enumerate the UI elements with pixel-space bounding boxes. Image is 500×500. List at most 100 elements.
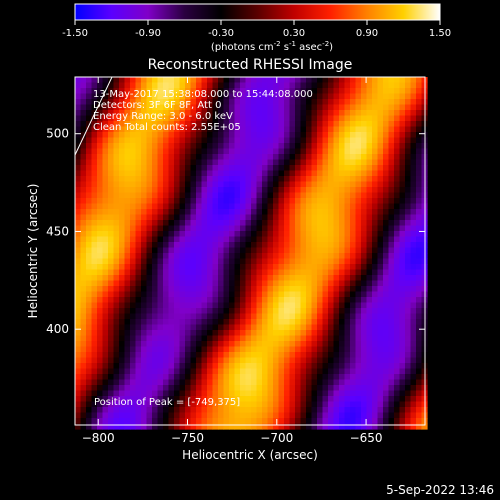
heatmap-cell (361, 291, 368, 298)
heatmap-cell (344, 412, 351, 419)
heatmap-cell (394, 330, 401, 337)
y-axis-label: Heliocentric Y (arcsec) (26, 184, 40, 319)
heatmap-cell (377, 198, 384, 205)
heatmap-cell (245, 121, 252, 128)
heatmap-cell (350, 280, 357, 287)
heatmap-cell (75, 154, 82, 161)
heatmap-cell (339, 319, 346, 326)
heatmap-cell (113, 352, 120, 359)
heatmap-cell (383, 247, 390, 254)
heatmap-cell (333, 368, 340, 375)
heatmap-cell (410, 302, 417, 309)
heatmap-cell (124, 341, 131, 348)
energy-range: Energy Range: 3.0 - 6.0 keV (93, 111, 233, 122)
heatmap-cell (196, 269, 203, 276)
heatmap-cell (251, 104, 258, 111)
heatmap-cell (344, 396, 351, 403)
x-tick-label: −650 (350, 431, 383, 445)
heatmap-cell (174, 379, 181, 386)
heatmap-cell (119, 137, 126, 144)
heatmap-cell (333, 143, 340, 150)
heatmap-cell (179, 198, 186, 205)
heatmap-cell (179, 148, 186, 155)
heatmap-cell (405, 412, 412, 419)
heatmap-cell (344, 77, 351, 84)
heatmap-cell (267, 407, 274, 414)
heatmap-cell (322, 121, 329, 128)
heatmap-cell (157, 357, 164, 364)
heatmap-cell (124, 253, 131, 260)
heatmap-cell (388, 181, 395, 188)
heatmap-cell (212, 269, 219, 276)
heatmap-cell (102, 110, 109, 117)
heatmap-cell (179, 396, 186, 403)
heatmap-cell (157, 401, 164, 408)
heatmap-cell (350, 77, 357, 84)
heatmap-cell (416, 77, 423, 84)
heatmap-cell (97, 154, 104, 161)
heatmap-cell (306, 170, 313, 177)
heatmap-cell (86, 159, 93, 166)
heatmap-cell (394, 115, 401, 122)
heatmap-cell (322, 187, 329, 194)
heatmap-cell (306, 181, 313, 188)
heatmap-cell (168, 148, 175, 155)
heatmap-cell (152, 143, 159, 150)
heatmap-cell (80, 264, 87, 271)
heatmap-cell (234, 88, 241, 95)
heatmap-cell (410, 236, 417, 243)
heatmap-cell (245, 269, 252, 276)
heatmap-cell (267, 297, 274, 304)
heatmap-cell (300, 225, 307, 232)
heatmap-cell (361, 198, 368, 205)
heatmap-cell (311, 269, 318, 276)
heatmap-cell (256, 280, 263, 287)
heatmap-cell (317, 77, 324, 84)
heatmap-cell (383, 335, 390, 342)
heatmap-cell (113, 132, 120, 139)
heatmap-cell (328, 132, 335, 139)
heatmap-cell (333, 280, 340, 287)
heatmap-cell (416, 297, 423, 304)
heatmap-cell (405, 258, 412, 265)
heatmap-cell (97, 374, 104, 381)
heatmap-cell (141, 291, 148, 298)
heatmap-cell (306, 165, 313, 172)
heatmap-cell (350, 159, 357, 166)
heatmap-cell (196, 165, 203, 172)
heatmap-cell (223, 209, 230, 216)
heatmap-cell (75, 324, 82, 331)
heatmap-cell (306, 154, 313, 161)
heatmap-cell (284, 357, 291, 364)
heatmap-cell (245, 192, 252, 199)
heatmap-cell (80, 412, 87, 419)
heatmap-cell (80, 148, 87, 155)
heatmap-cell (168, 154, 175, 161)
heatmap-cell (130, 176, 137, 183)
heatmap-cell (135, 192, 142, 199)
heatmap-cell (383, 280, 390, 287)
heatmap-cell (333, 412, 340, 419)
heatmap-cell (383, 159, 390, 166)
heatmap-cell (86, 352, 93, 359)
heatmap-cell (322, 291, 329, 298)
heatmap-cell (240, 176, 247, 183)
heatmap-cell (102, 121, 109, 128)
heatmap-cell (267, 385, 274, 392)
heatmap-cell (119, 324, 126, 331)
heatmap-cell (399, 176, 406, 183)
heatmap-cell (355, 170, 362, 177)
heatmap-cell (163, 115, 170, 122)
heatmap-cell (339, 346, 346, 353)
heatmap-cell (311, 379, 318, 386)
heatmap-cell (86, 170, 93, 177)
heatmap-cell (394, 110, 401, 117)
heatmap-cell (174, 82, 181, 89)
heatmap-cell (190, 297, 197, 304)
heatmap-cell (218, 363, 225, 370)
heatmap-cell (300, 132, 307, 139)
heatmap-cell (262, 236, 269, 243)
heatmap-cell (339, 236, 346, 243)
heatmap-cell (223, 170, 230, 177)
heatmap-cell (75, 115, 82, 122)
